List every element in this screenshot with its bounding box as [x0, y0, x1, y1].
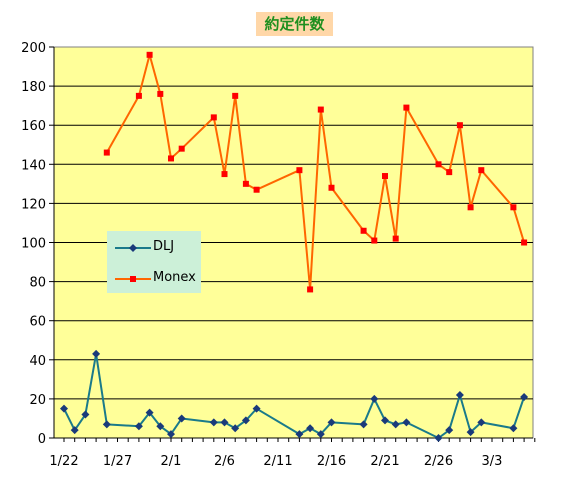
data-point-dlj	[381, 416, 389, 425]
x-tick-label: 2/1	[161, 454, 182, 469]
x-tick-label: 1/22	[49, 454, 78, 469]
x-tick-label: 2/16	[317, 454, 346, 469]
data-point-monex	[210, 114, 217, 121]
x-tick-label: 1/27	[103, 454, 132, 469]
legend: DLJ Monex	[107, 231, 201, 293]
x-tick-label: 3/3	[482, 454, 503, 469]
data-point-dlj	[252, 404, 261, 413]
data-point-monex	[510, 204, 517, 211]
legend-label-dlj: DLJ	[153, 239, 175, 254]
legend-item-dlj: DLJ	[111, 239, 201, 256]
legend-item-monex: Monex	[111, 270, 201, 287]
data-point-monex	[146, 51, 153, 58]
data-point-monex	[232, 92, 239, 99]
y-tick-label-200: 200	[21, 41, 46, 56]
data-point-dlj	[241, 416, 250, 425]
data-point-dlj	[81, 410, 90, 419]
data-point-dlj	[177, 414, 186, 423]
data-point-monex	[446, 169, 453, 176]
data-point-monex	[253, 186, 260, 193]
data-point-monex	[467, 204, 474, 211]
y-tick-label-20: 20	[29, 393, 46, 408]
data-point-monex	[317, 106, 324, 113]
data-point-dlj	[156, 422, 165, 431]
data-point-monex	[103, 149, 110, 156]
data-point-monex	[382, 173, 388, 180]
data-point-dlj	[359, 420, 368, 429]
data-point-dlj	[70, 426, 79, 435]
data-point-dlj	[434, 434, 443, 442]
legend-label-monex: Monex	[153, 270, 196, 285]
y-tick-label-140: 140	[21, 158, 46, 173]
series-layer	[60, 51, 529, 442]
data-point-dlj	[220, 418, 229, 427]
data-point-monex	[296, 167, 303, 174]
data-point-dlj	[520, 392, 529, 401]
data-point-dlj	[466, 428, 475, 437]
y-tick-label-80: 80	[29, 276, 46, 291]
legend-monex-swatch	[115, 276, 151, 282]
data-point-monex	[360, 227, 367, 234]
data-point-dlj	[209, 418, 218, 427]
y-tick-label-100: 100	[21, 237, 46, 252]
data-point-monex	[242, 180, 249, 187]
data-point-dlj	[509, 424, 518, 433]
data-point-monex	[307, 286, 314, 293]
x-tick-label: 2/11	[263, 454, 292, 469]
data-point-monex	[168, 155, 174, 162]
data-point-monex	[371, 237, 378, 244]
data-point-monex	[221, 171, 228, 178]
y-tick-label-180: 180	[21, 80, 46, 95]
data-point-dlj	[102, 420, 111, 429]
data-point-dlj	[445, 426, 454, 435]
data-point-dlj	[391, 420, 400, 429]
data-point-monex	[478, 167, 485, 174]
data-point-dlj	[306, 424, 315, 433]
y-axis: 0 20 40 60 80 100 120 140 160 180 200	[21, 41, 55, 447]
data-point-dlj	[295, 430, 304, 439]
y-tick-label-0: 0	[38, 432, 46, 447]
data-point-monex	[521, 239, 528, 246]
data-point-monex	[157, 90, 164, 97]
data-point-dlj	[402, 418, 411, 427]
y-tick-label-160: 160	[21, 119, 46, 134]
data-point-dlj	[92, 349, 101, 358]
data-point-monex	[135, 92, 142, 99]
data-point-dlj	[455, 390, 464, 399]
data-point-dlj	[316, 430, 325, 439]
data-point-monex	[456, 122, 463, 129]
y-tick-label-40: 40	[29, 354, 46, 369]
data-point-monex	[435, 161, 442, 168]
x-tick-label: 2/26	[424, 454, 453, 469]
data-point-monex	[328, 184, 335, 191]
data-point-dlj	[145, 408, 154, 417]
data-point-monex	[392, 235, 399, 242]
legend-dlj-swatch	[115, 244, 151, 252]
x-tick-label: 2/6	[214, 454, 235, 469]
grid-lines	[54, 85, 533, 400]
data-point-dlj	[60, 404, 68, 413]
data-point-monex	[178, 145, 185, 152]
chart-title: 約定件数	[256, 12, 333, 36]
y-tick-label-120: 120	[21, 197, 46, 212]
x-tick-label: 2/21	[370, 454, 399, 469]
data-point-dlj	[327, 418, 336, 427]
x-axis: 1/22 1/27 2/1 2/6 2/11 2/16 2/21 2/26 3/3	[49, 437, 536, 469]
data-point-dlj	[231, 424, 240, 433]
y-tick-label-60: 60	[29, 315, 46, 330]
data-point-dlj	[134, 422, 143, 431]
data-point-dlj	[477, 418, 486, 427]
data-point-dlj	[167, 430, 175, 439]
data-point-monex	[403, 104, 410, 111]
data-point-dlj	[370, 394, 379, 403]
